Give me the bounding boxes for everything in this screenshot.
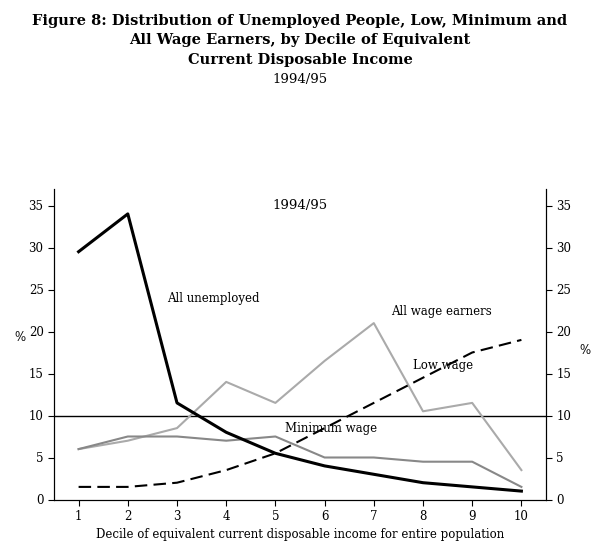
Text: Current Disposable Income: Current Disposable Income	[188, 53, 412, 67]
Text: All Wage Earners, by Decile of Equivalent: All Wage Earners, by Decile of Equivalen…	[130, 33, 470, 47]
Y-axis label: %: %	[580, 344, 591, 357]
Text: Figure 8: Distribution of Unemployed People, Low, Minimum and: Figure 8: Distribution of Unemployed Peo…	[32, 14, 568, 28]
Text: All wage earners: All wage earners	[391, 305, 492, 317]
Text: Low wage: Low wage	[413, 359, 473, 372]
Y-axis label: %: %	[14, 331, 26, 344]
Text: All unemployed: All unemployed	[167, 292, 260, 305]
Text: 1994/95: 1994/95	[272, 73, 328, 86]
X-axis label: Decile of equivalent current disposable income for entire population: Decile of equivalent current disposable …	[96, 528, 504, 542]
Text: Minimum wage: Minimum wage	[285, 422, 377, 435]
Text: 1994/95: 1994/95	[272, 199, 328, 212]
